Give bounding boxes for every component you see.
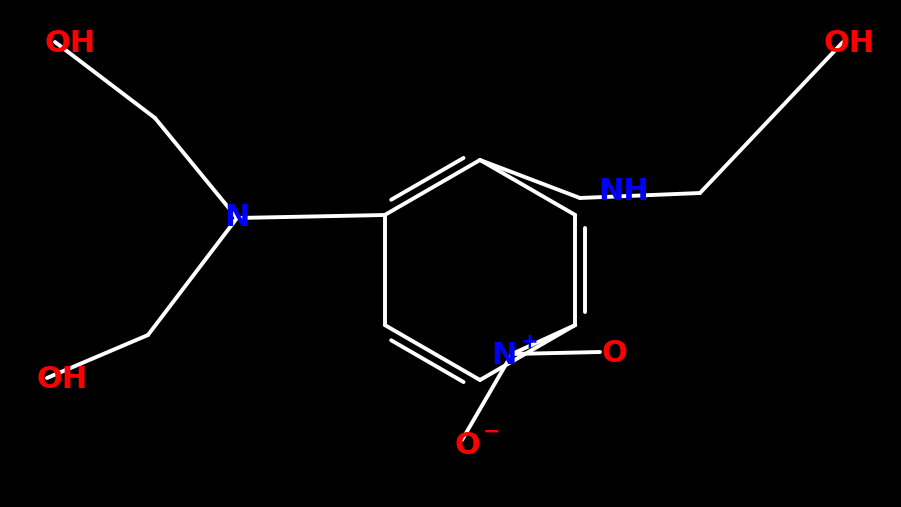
Text: OH: OH xyxy=(824,29,875,58)
Text: −: − xyxy=(483,422,501,442)
Text: OH: OH xyxy=(44,29,96,58)
Text: N: N xyxy=(224,203,250,233)
Text: NH: NH xyxy=(598,177,650,206)
Text: O: O xyxy=(601,340,627,369)
Text: N: N xyxy=(491,342,516,371)
Text: +: + xyxy=(521,332,539,352)
Text: O: O xyxy=(454,430,480,459)
Text: OH: OH xyxy=(36,366,87,394)
